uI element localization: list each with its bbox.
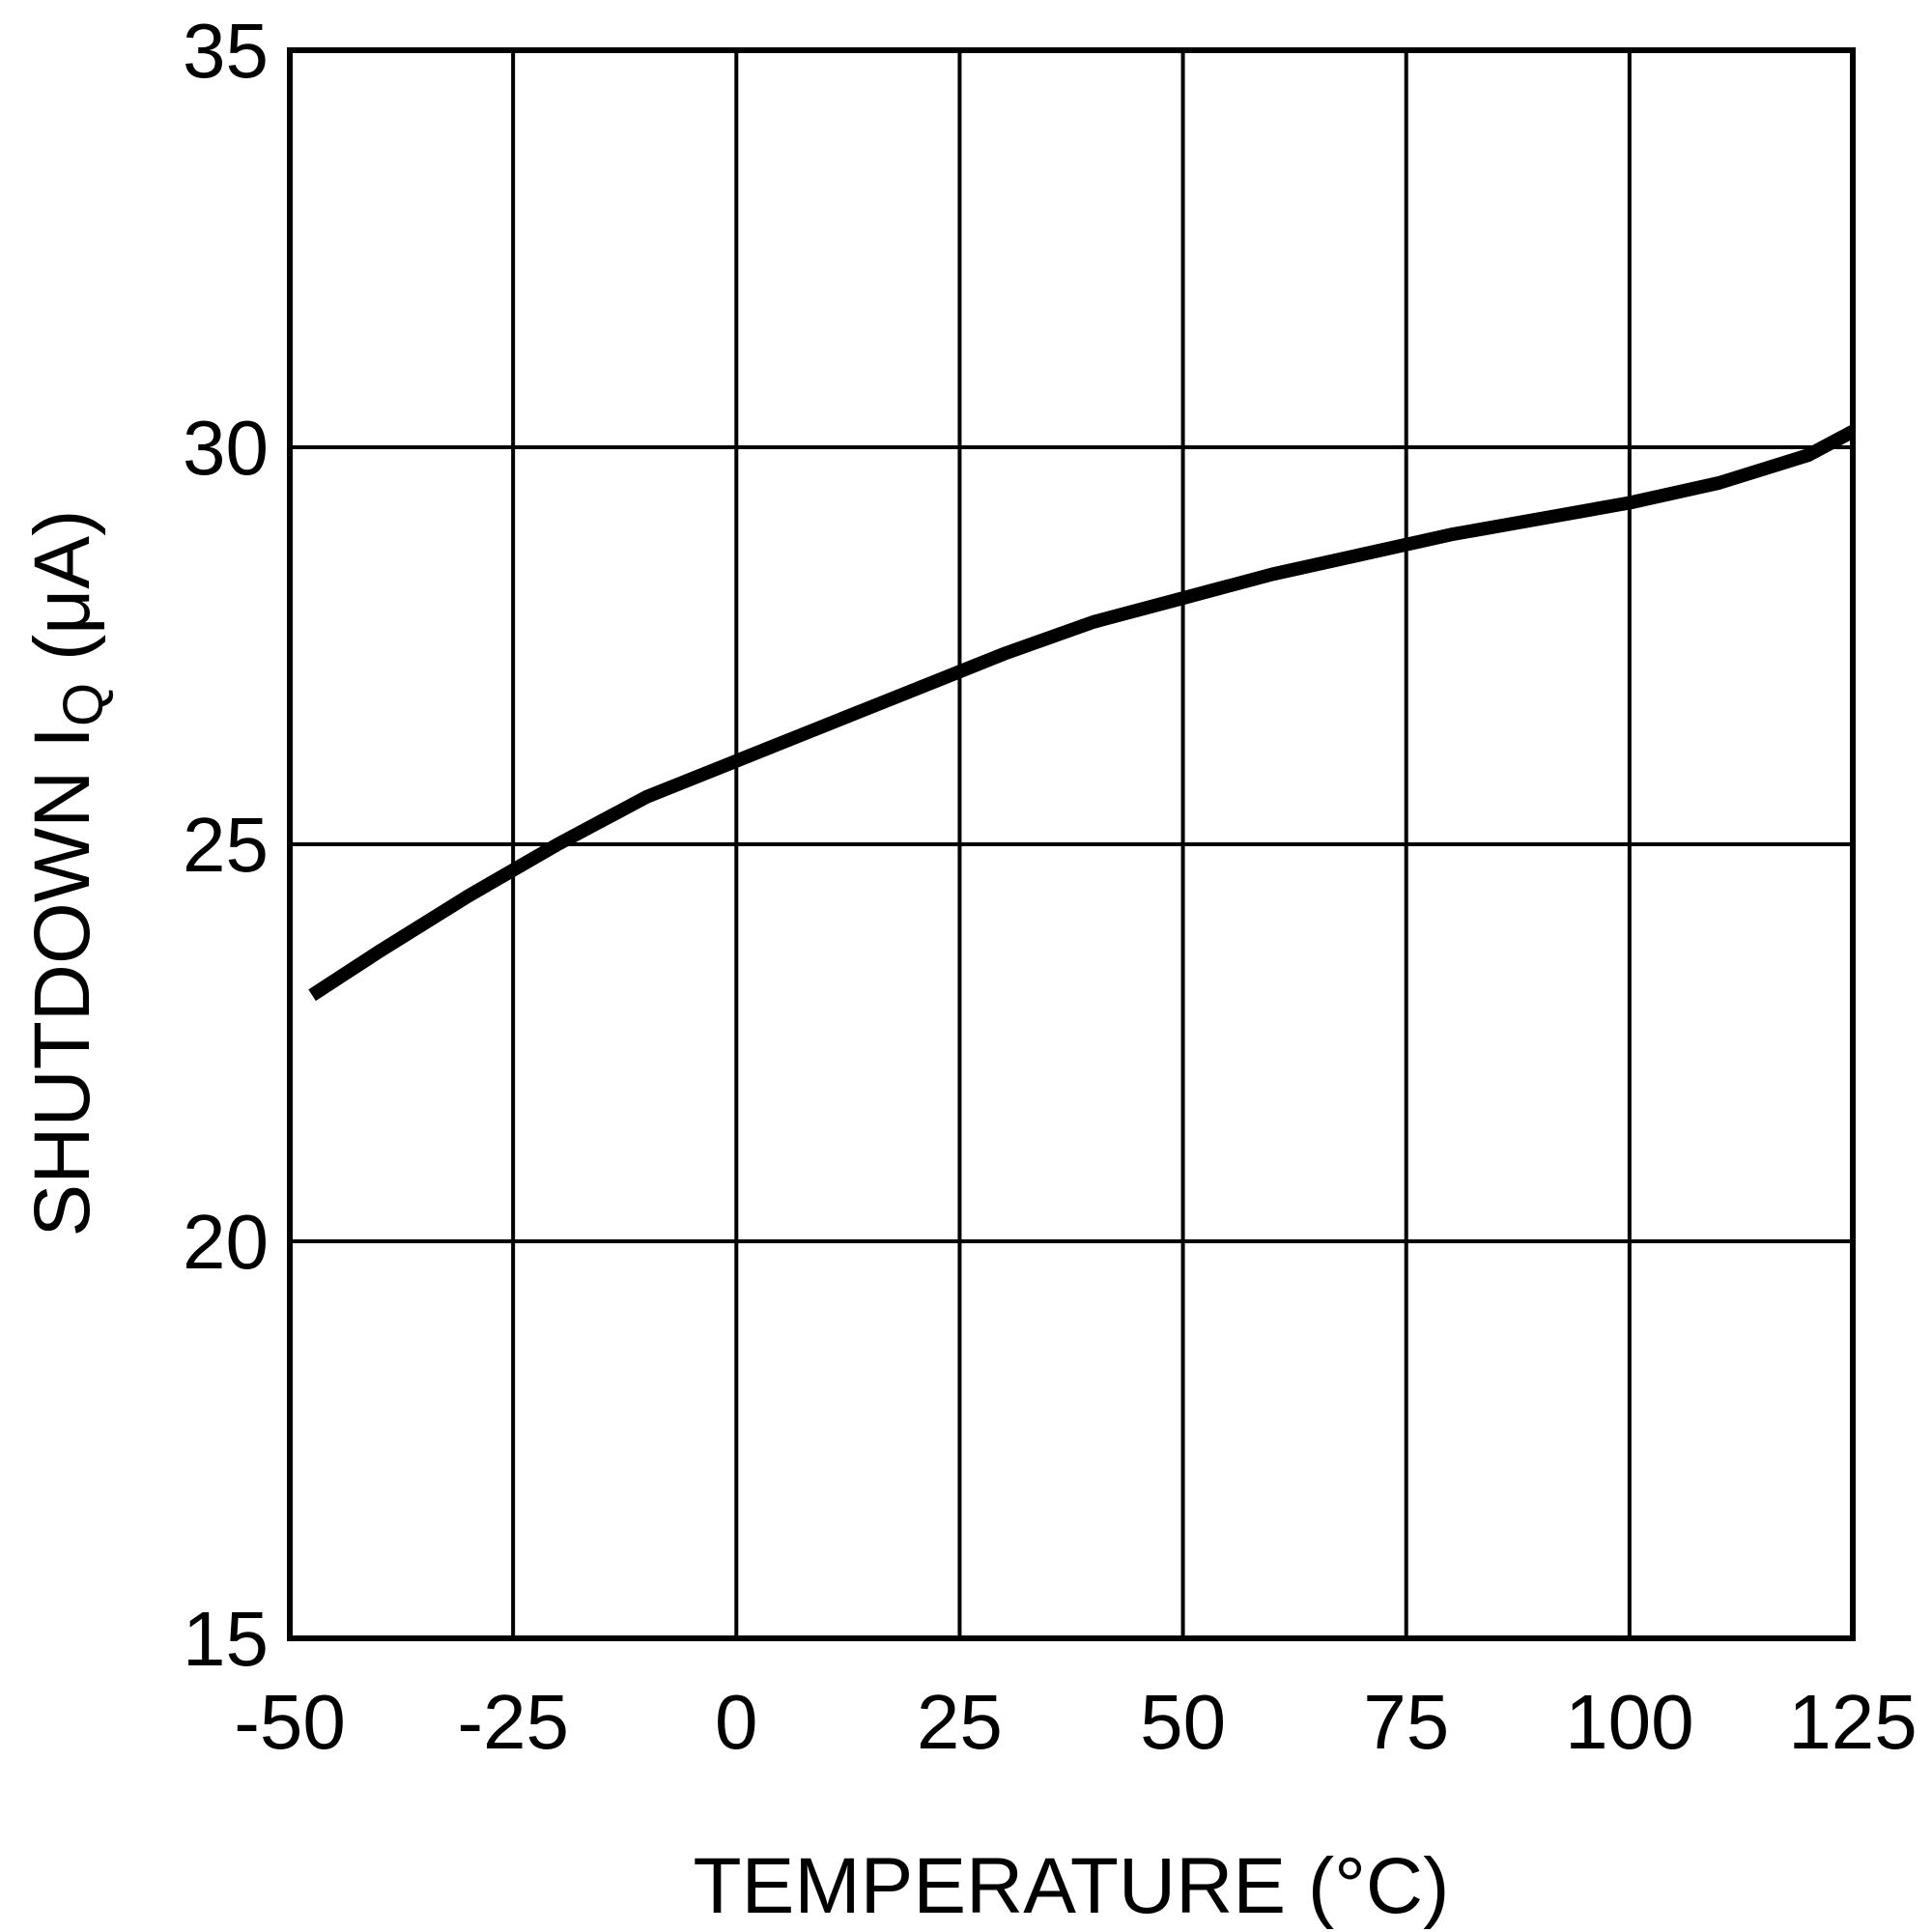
series-layer: [308, 425, 1857, 1002]
x-tick-label: 0: [715, 1679, 758, 1765]
x-tick-label: 125: [1788, 1679, 1917, 1765]
y-tick-label: 30: [183, 405, 269, 491]
y-tick-label: 20: [183, 1199, 269, 1285]
x-tick-label: -25: [457, 1679, 569, 1765]
x-tick-label: 50: [1140, 1679, 1226, 1765]
x-tick-labels: -50 -25 0 25 50 75 100 125: [234, 1679, 1918, 1765]
series-line: [308, 425, 1857, 1002]
y-tick-label: 15: [183, 1596, 269, 1682]
y-axis-title-subscript: Q: [52, 683, 115, 726]
y-tick-label: 35: [183, 8, 269, 94]
y-axis-title-unit: (μA): [18, 510, 106, 683]
grid-lines: [290, 50, 1853, 1638]
x-axis-title: TEMPERATURE (°C): [694, 1842, 1450, 1930]
x-tick-label: -50: [234, 1679, 346, 1765]
x-tick-label: 100: [1565, 1679, 1693, 1765]
y-axis-title-main: SHUTDOWN I: [18, 726, 106, 1236]
plot-frame: [287, 47, 1856, 1641]
y-axis-title: SHUTDOWN IQ (μA): [18, 510, 115, 1237]
y-tick-labels: 15 20 25 30 35: [183, 8, 269, 1682]
y-tick-label: 25: [183, 802, 269, 888]
x-tick-label: 25: [917, 1679, 1003, 1765]
x-tick-label: 75: [1363, 1679, 1449, 1765]
